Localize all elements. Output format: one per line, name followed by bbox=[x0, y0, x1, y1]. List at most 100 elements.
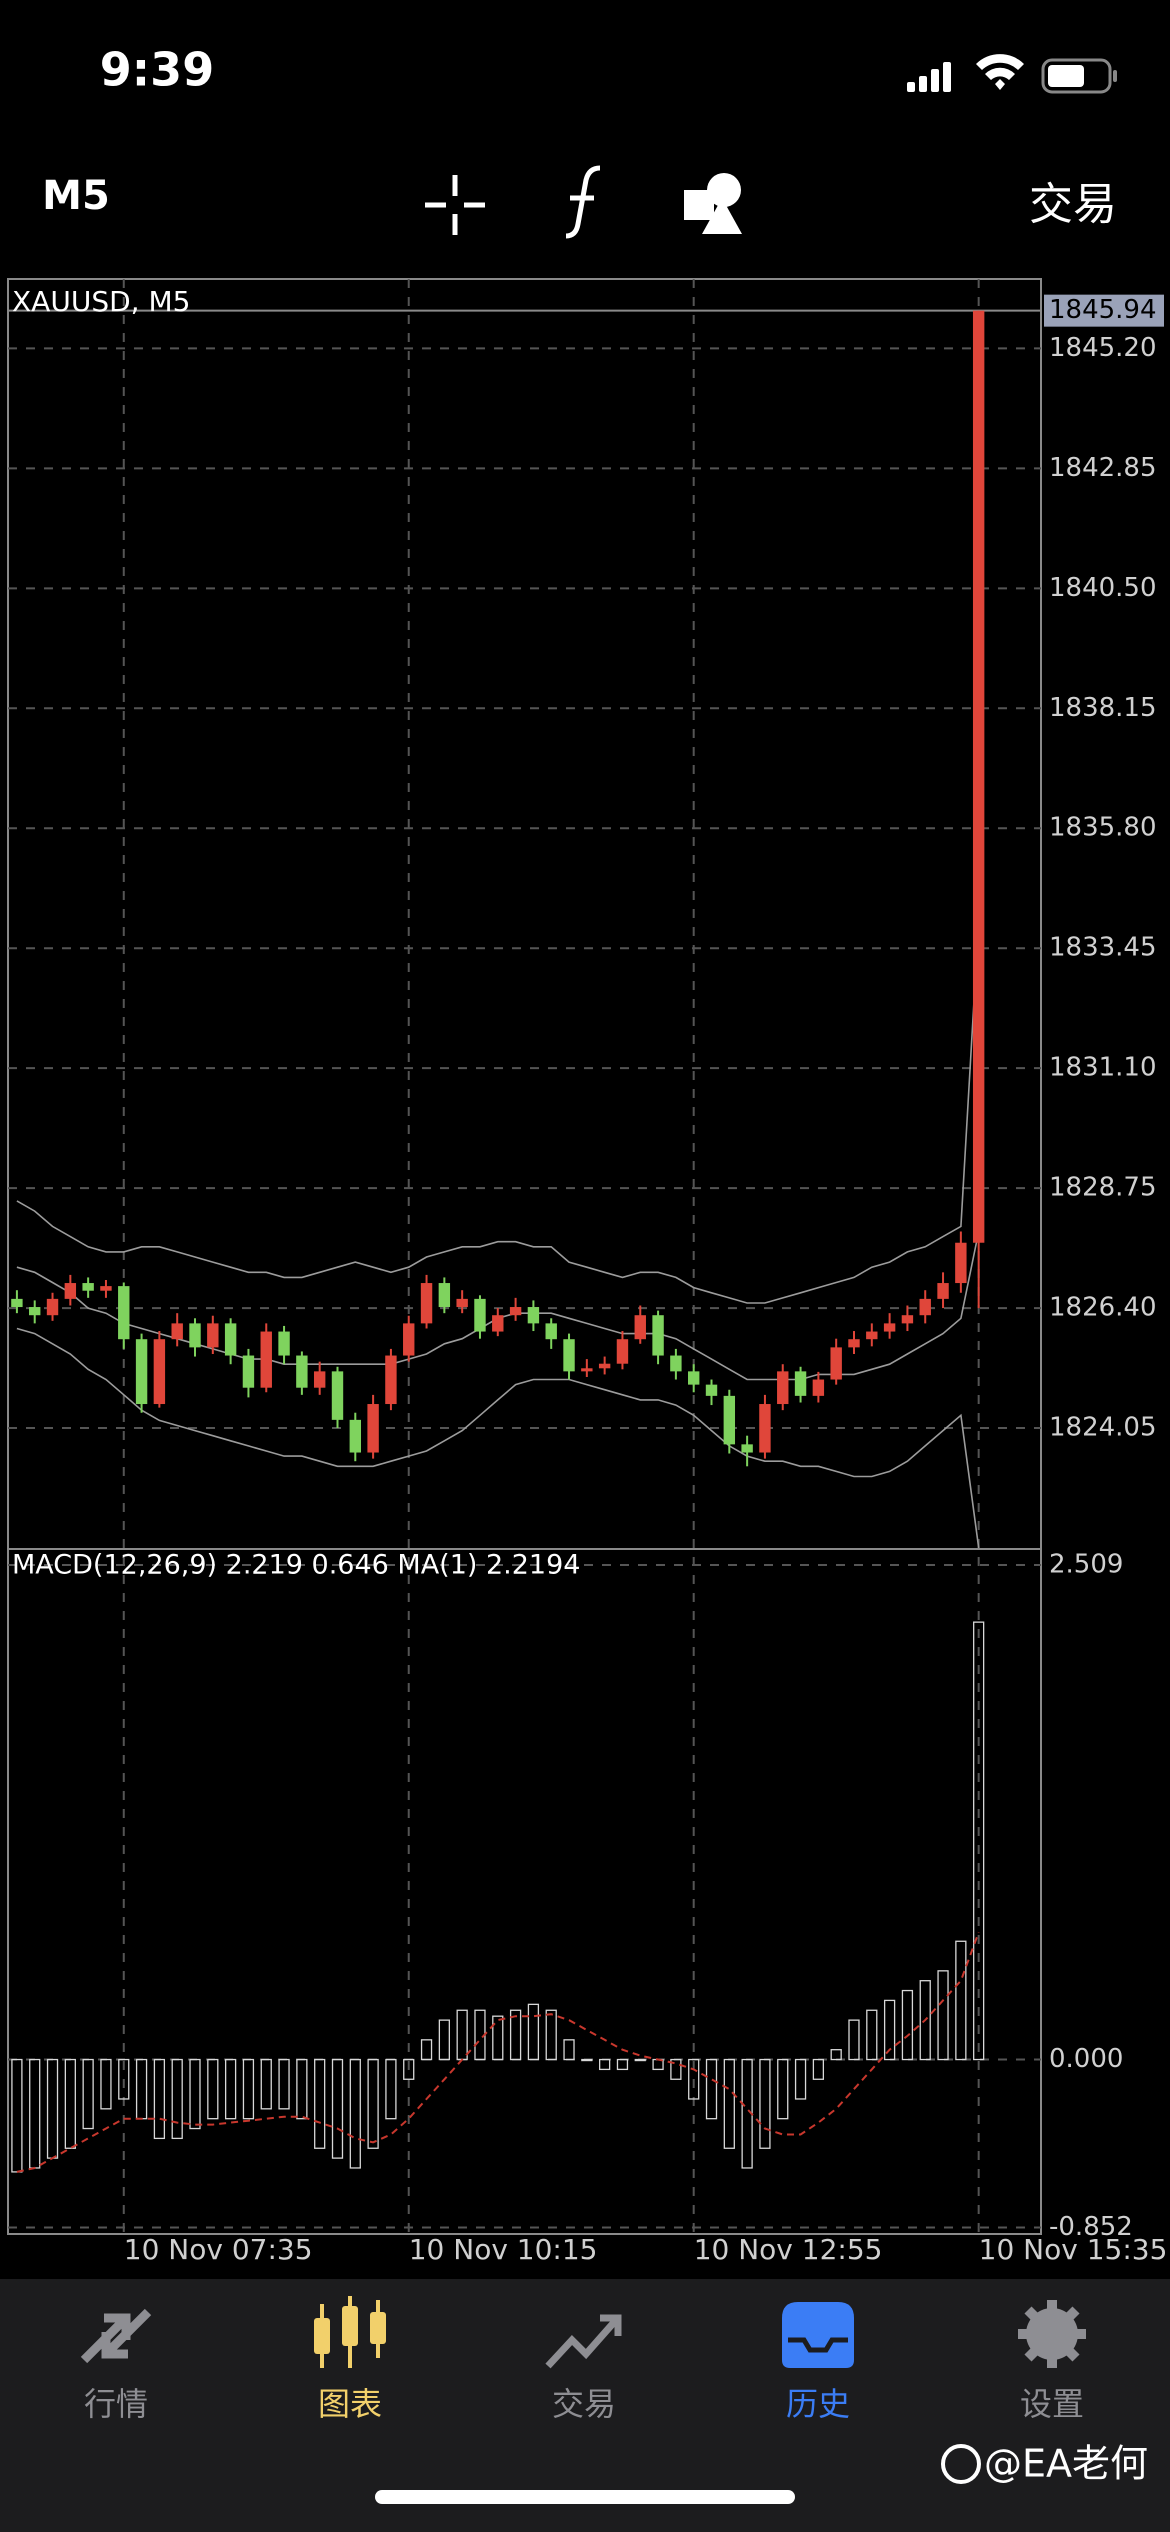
macd-bar bbox=[153, 2058, 166, 2140]
signal-line bbox=[16, 1931, 980, 2173]
macd-bar bbox=[723, 2058, 735, 2149]
candle-body bbox=[64, 1283, 77, 1299]
macd-bar bbox=[688, 2058, 700, 2100]
candle-body bbox=[598, 1363, 611, 1369]
candle-body bbox=[420, 1283, 433, 1324]
candle-body bbox=[11, 1298, 23, 1308]
trade-button[interactable]: 交易 bbox=[1029, 179, 1117, 230]
macd-bar bbox=[82, 2058, 94, 2130]
candle-body bbox=[367, 1404, 379, 1453]
macd-bar bbox=[11, 2058, 23, 2173]
candle-body bbox=[527, 1307, 540, 1324]
macd-bar bbox=[438, 2019, 450, 2061]
x-tick-label: 10 Nov 10:15 bbox=[409, 2233, 598, 2266]
y-tick-label: 1833.45 bbox=[1049, 933, 1157, 963]
macd-bar bbox=[331, 2058, 344, 2159]
candle-body bbox=[616, 1339, 629, 1364]
candle-body bbox=[919, 1298, 931, 1316]
candle-body bbox=[118, 1286, 130, 1340]
candle-body bbox=[456, 1298, 468, 1308]
macd-bar bbox=[581, 2058, 593, 2062]
candle-body bbox=[901, 1315, 914, 1324]
tab-label[interactable]: 交易 bbox=[552, 2385, 616, 2423]
macd-bar bbox=[189, 2058, 201, 2130]
candle-body bbox=[794, 1371, 807, 1396]
y-tick-label: 1828.75 bbox=[1049, 1173, 1157, 1203]
macd-bar bbox=[492, 2015, 504, 2061]
status-time: 9:39 bbox=[100, 43, 214, 97]
candle-body bbox=[242, 1355, 255, 1388]
macd-bar bbox=[759, 2058, 771, 2149]
candle-body bbox=[278, 1331, 290, 1356]
tab-label[interactable]: 历史 bbox=[786, 2385, 850, 2423]
macd-bar bbox=[777, 2058, 789, 2120]
indicator-icon[interactable] bbox=[565, 165, 601, 239]
candle-body bbox=[224, 1323, 237, 1356]
candle-body bbox=[296, 1355, 308, 1388]
macd-bar bbox=[242, 2058, 255, 2120]
macd-bar bbox=[349, 2058, 361, 2169]
candle-body bbox=[972, 310, 985, 1243]
current-price-label: 1845.94 bbox=[1049, 295, 1157, 325]
chart-title: XAUUSD, M5 bbox=[12, 285, 190, 318]
candle-body bbox=[46, 1298, 59, 1316]
candle-body bbox=[189, 1323, 201, 1348]
status-icons bbox=[907, 54, 1117, 94]
x-tick-label: 10 Nov 15:35 bbox=[979, 2233, 1168, 2266]
tab-labels: 行情 图表 交易 历史 设置 bbox=[84, 2385, 1084, 2423]
y-tick-label: 1831.10 bbox=[1049, 1053, 1157, 1083]
chart-frame bbox=[7, 278, 1042, 2235]
candle-body bbox=[207, 1323, 219, 1348]
candle-body bbox=[883, 1323, 896, 1332]
macd-bar bbox=[260, 2058, 272, 2110]
macd-bar bbox=[634, 2058, 646, 2062]
y-tick-label: 1824.05 bbox=[1049, 1413, 1157, 1443]
macd-bar bbox=[599, 2058, 611, 2071]
y-tick-label: 1840.50 bbox=[1049, 573, 1157, 603]
tab-label[interactable]: 行情 bbox=[84, 2385, 148, 2423]
y-tick-label: 1835.80 bbox=[1049, 813, 1157, 843]
macd-bar bbox=[224, 2058, 237, 2120]
y-tick-label: 1845.20 bbox=[1049, 333, 1157, 363]
candle-body bbox=[438, 1283, 451, 1308]
candle-body bbox=[652, 1315, 664, 1356]
macd-bar bbox=[296, 2058, 308, 2120]
candle-body bbox=[830, 1347, 842, 1380]
macd-bar bbox=[527, 2003, 540, 2061]
macd-bar bbox=[367, 2058, 379, 2149]
candle-body bbox=[492, 1315, 504, 1332]
macd-bar bbox=[420, 2039, 433, 2061]
macd-bar bbox=[563, 2039, 575, 2061]
macd-bar bbox=[509, 2009, 522, 2061]
tab-label[interactable]: 设置 bbox=[1020, 2385, 1084, 2423]
macd-bar bbox=[46, 2058, 59, 2159]
candle-body bbox=[955, 1242, 967, 1284]
candle-body bbox=[670, 1355, 682, 1372]
macd-bar bbox=[278, 2058, 290, 2110]
timeframe[interactable]: M5 bbox=[42, 173, 110, 219]
candle-body bbox=[260, 1331, 272, 1388]
x-tick-label: 10 Nov 12:55 bbox=[694, 2233, 883, 2266]
macd-bar bbox=[385, 2058, 397, 2120]
watermark-logo bbox=[941, 2444, 981, 2484]
macd-bar bbox=[545, 2009, 557, 2061]
macd-bar bbox=[29, 2058, 41, 2169]
candle-body bbox=[82, 1283, 94, 1291]
macd-bar bbox=[314, 2058, 326, 2149]
macd-bar bbox=[135, 2058, 148, 2120]
candle-body bbox=[403, 1323, 415, 1356]
candle-body bbox=[866, 1331, 878, 1340]
y-tick-label: 1838.15 bbox=[1049, 693, 1157, 723]
candle-body bbox=[687, 1371, 700, 1385]
y-tick-label: 0.000 bbox=[1049, 2044, 1123, 2074]
macd-bar bbox=[794, 2058, 807, 2100]
tab-label[interactable]: 图表 bbox=[318, 2385, 382, 2423]
candle-body bbox=[171, 1323, 183, 1340]
crosshair-icon[interactable] bbox=[425, 175, 485, 235]
macd-bar bbox=[883, 1999, 896, 2061]
candle-body bbox=[812, 1379, 825, 1396]
objects-icon[interactable] bbox=[684, 173, 742, 234]
candle-body bbox=[705, 1384, 718, 1396]
